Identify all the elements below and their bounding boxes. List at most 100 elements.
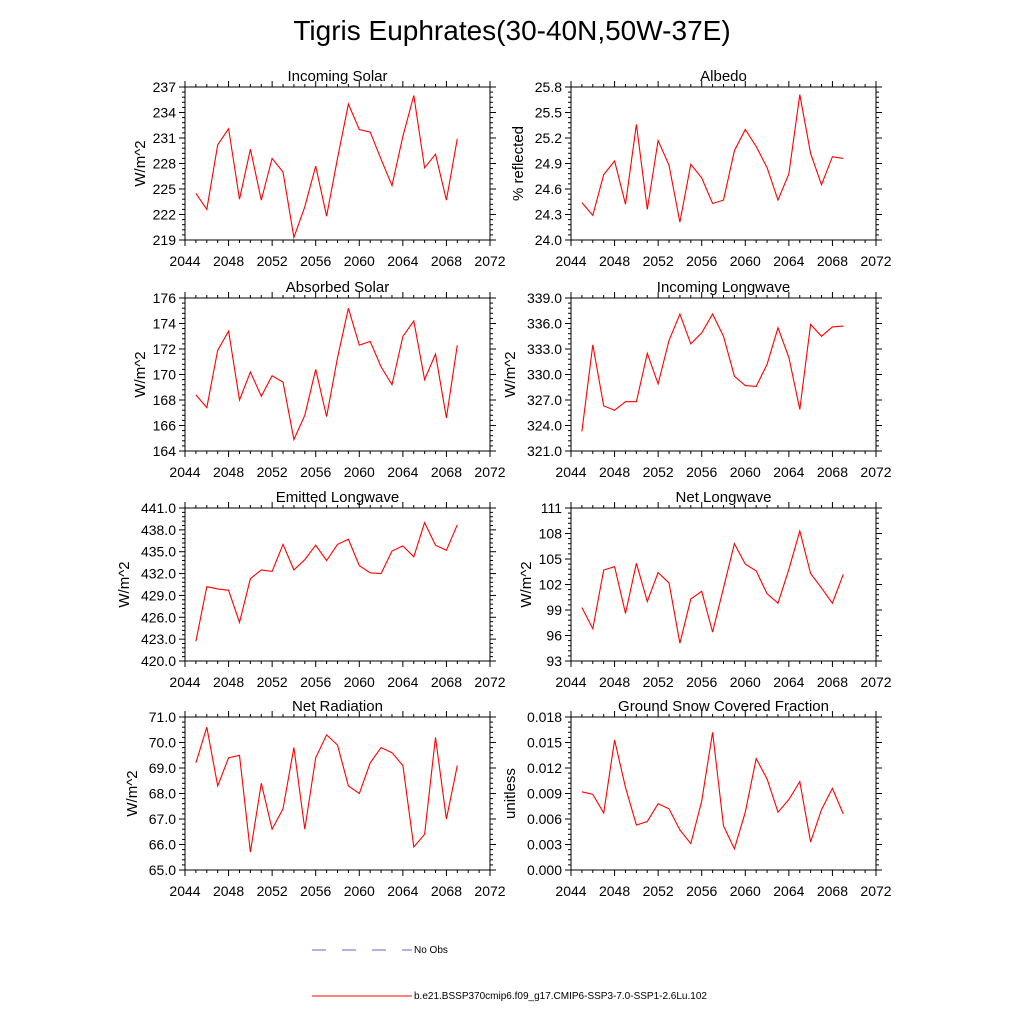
plot-frame (184, 297, 491, 452)
x-tick-label: 2044 (555, 253, 586, 269)
y-tick-label: 24.3 (535, 207, 562, 223)
x-tick-label: 2060 (344, 674, 375, 690)
series-line (195, 521, 458, 642)
y-tick-label: 321.0 (527, 443, 562, 459)
x-tick-label: 2052 (643, 883, 674, 899)
y-tick-label: 426.0 (141, 609, 176, 625)
x-tick-label: 2064 (773, 253, 804, 269)
y-tick-label: 222 (153, 207, 177, 223)
y-tick-label: 432.0 (141, 566, 176, 582)
chart-panel: Ground Snow Covered Fraction 2044 2048 2052… (502, 698, 892, 899)
y-tick-label: 25.8 (535, 79, 562, 95)
y-tick-label: 68.0 (149, 786, 176, 802)
x-tick-label: 2044 (555, 464, 586, 480)
y-tick-label: 102 (539, 577, 563, 593)
y-axis-label: W/m^2 (132, 351, 149, 397)
x-tick-label: 2068 (817, 674, 848, 690)
x-tick-label: 2072 (860, 253, 891, 269)
y-tick-label: 174 (153, 316, 177, 332)
y-tick-label: 423.0 (141, 631, 176, 647)
y-tick-label: 0.012 (527, 760, 562, 776)
x-tick-label: 2048 (599, 464, 630, 480)
x-tick-label: 2064 (387, 883, 418, 899)
panel-title: Incoming Longwave (657, 279, 790, 296)
series-line (581, 732, 844, 851)
series-line (581, 94, 844, 223)
plot-frame (570, 507, 877, 662)
x-tick-label: 2044 (169, 253, 200, 269)
y-axis-label: W/m^2 (518, 561, 535, 607)
y-tick-label: 70.0 (149, 735, 176, 751)
y-tick-label: 66.0 (149, 837, 176, 853)
y-tick-label: 24.0 (535, 232, 562, 248)
series-line (581, 312, 844, 432)
y-axis-label: W/m^2 (116, 561, 133, 607)
chart-panel: Incoming Solar 2044 2048 2052 2056 2060 2064 20… (132, 68, 506, 269)
x-tick-label: 2056 (300, 253, 331, 269)
x-tick-label: 2048 (599, 674, 630, 690)
y-tick-label: 0.003 (527, 837, 562, 853)
x-tick-label: 2060 (344, 253, 375, 269)
x-tick-label: 2044 (169, 674, 200, 690)
y-axis-label: unitless (502, 768, 519, 819)
panel-title: Ground Snow Covered Fraction (618, 698, 829, 715)
x-tick-label: 2052 (257, 883, 288, 899)
y-tick-label: 69.0 (149, 760, 176, 776)
x-tick-label: 2052 (643, 674, 674, 690)
y-tick-label: 176 (153, 290, 177, 306)
y-tick-label: 219 (153, 232, 177, 248)
y-tick-label: 228 (153, 156, 177, 172)
y-tick-label: 105 (539, 551, 563, 567)
panel-title: Net Radiation (292, 698, 383, 715)
y-tick-label: 71.0 (149, 709, 176, 725)
x-tick-label: 2068 (817, 883, 848, 899)
plot-frame (184, 716, 491, 871)
panel-title: Net Longwave (676, 489, 772, 506)
x-tick-label: 2064 (387, 253, 418, 269)
y-tick-label: 172 (153, 341, 177, 357)
y-tick-label: 96 (546, 628, 562, 644)
series-line (195, 95, 458, 240)
x-tick-label: 2064 (773, 674, 804, 690)
y-tick-label: 237 (153, 79, 177, 95)
y-tick-label: 67.0 (149, 811, 176, 827)
x-tick-label: 2044 (169, 464, 200, 480)
x-tick-label: 2052 (257, 253, 288, 269)
x-tick-label: 2044 (555, 674, 586, 690)
x-tick-label: 2064 (387, 464, 418, 480)
x-tick-label: 2068 (431, 883, 462, 899)
legend-model-label: b.e21.BSSP370cmip6.f09_g17.CMIP6-SSP3-7.… (414, 991, 707, 1002)
x-tick-label: 2048 (213, 674, 244, 690)
x-tick-label: 2048 (213, 883, 244, 899)
legend: No Obs b.e21.BSSP370cmip6.f09_g17.CMIP6-… (312, 945, 707, 1002)
series-line (581, 528, 844, 644)
y-tick-label: 234 (153, 105, 177, 121)
x-tick-label: 2060 (730, 464, 761, 480)
x-tick-label: 2056 (686, 674, 717, 690)
x-tick-label: 2052 (257, 464, 288, 480)
y-tick-label: 25.2 (535, 130, 562, 146)
series-line (195, 308, 458, 442)
x-tick-label: 2060 (344, 464, 375, 480)
y-tick-label: 339.0 (527, 290, 562, 306)
x-tick-label: 2068 (431, 253, 462, 269)
y-tick-label: 0.000 (527, 862, 562, 878)
x-tick-label: 2052 (257, 674, 288, 690)
chart-panel: Net Longwave 2044 2048 2052 2056 2060 2064 2068… (518, 489, 892, 690)
x-tick-label: 2072 (860, 464, 891, 480)
y-tick-label: 25.5 (535, 105, 562, 121)
y-tick-label: 324.0 (527, 418, 562, 434)
x-tick-label: 2072 (860, 883, 891, 899)
x-tick-label: 2052 (643, 253, 674, 269)
x-tick-label: 2052 (643, 464, 674, 480)
y-tick-label: 0.018 (527, 709, 562, 725)
x-tick-label: 2068 (817, 253, 848, 269)
panel-title: Albedo (700, 68, 747, 85)
y-tick-label: 420.0 (141, 653, 176, 669)
x-tick-label: 2064 (773, 464, 804, 480)
y-axis-label: W/m^2 (132, 140, 149, 186)
x-tick-label: 2048 (213, 464, 244, 480)
x-tick-label: 2060 (344, 883, 375, 899)
y-tick-label: 0.009 (527, 786, 562, 802)
